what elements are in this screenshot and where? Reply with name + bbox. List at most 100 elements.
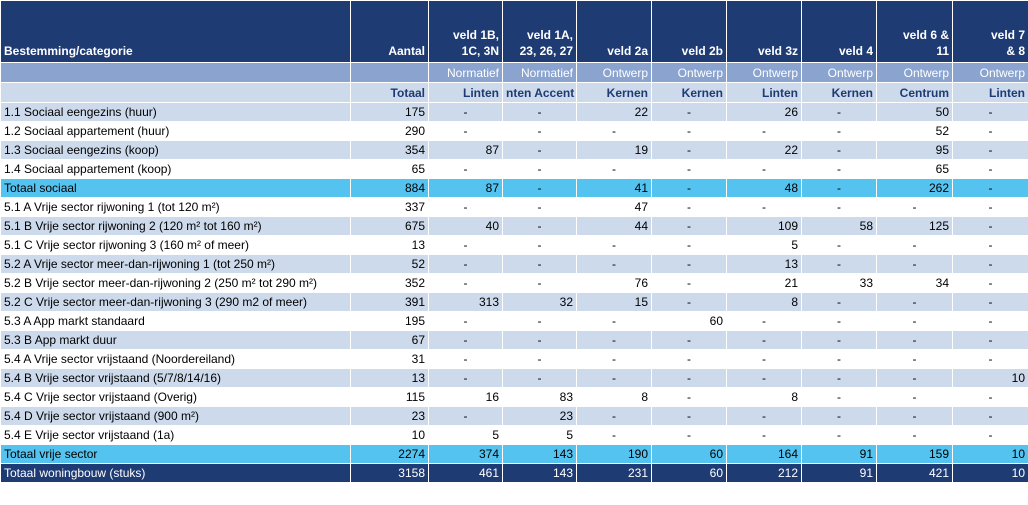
table-cell: - [428,311,503,331]
table-cell: 31 [350,349,429,369]
type-cell: Normatief [502,62,577,83]
table-cell: 231 [576,463,652,483]
table-cell: - [576,159,652,179]
table-cell: 44 [576,216,652,236]
table-cell: - [502,178,577,198]
table-cell: 421 [876,463,953,483]
table-cell: 5 [428,425,503,445]
table-cell: - [876,197,953,217]
table-row: 5.2 A Vrije sector meer-dan-rijwoning 1 … [0,254,1028,274]
table-cell: - [502,368,577,388]
header-column: veld 1A, 23, 26, 27 [502,0,577,63]
table-row: 1.4 Sociaal appartement (koop) 65- - - - - -65… [0,159,1028,179]
table-cell: - [726,330,802,350]
subheader-cell: Totaal [350,82,429,103]
table-cell: - [876,368,953,388]
table-cell: - [952,349,1028,369]
table-cell: - [428,273,503,293]
table-cell: - [502,159,577,179]
table-cell: 10 [952,368,1028,388]
table-cell: 115 [350,387,429,407]
table-cell: 48 [726,178,802,198]
table-cell: - [502,102,577,122]
table-cell: - [428,159,503,179]
table-cell: 195 [350,311,429,331]
table-cell: - [952,292,1028,312]
header-column: veld 6 & 11 [876,0,953,63]
type-cell: Ontwerp [876,62,953,83]
table-cell: - [876,349,953,369]
table-cell: - [651,368,727,388]
table-cell: 175 [350,102,429,122]
table-cell: - [876,387,953,407]
table-cell: 76 [576,273,652,293]
table-cell: - [876,235,953,255]
subheader-cell: Linten [726,82,802,103]
table-row: 5.3 A App markt standaard 195- - -60- - - - [0,311,1028,331]
row-label: Totaal sociaal [0,178,351,198]
subheader-cell: Centrum [876,82,953,103]
table-cell: - [726,368,802,388]
table-cell: 34 [876,273,953,293]
table-cell: 8 [576,387,652,407]
table-cell: - [576,121,652,141]
table-cell: 354 [350,140,429,160]
type-cell [350,62,429,83]
table-cell: 884 [350,178,429,198]
table-cell: 143 [502,463,577,483]
table-cell: - [801,121,877,141]
subheader-cell: Linten [428,82,503,103]
table-cell: - [651,349,727,369]
table-cell: - [651,387,727,407]
row-label: 5.3 B App markt duur [0,330,351,350]
header-column: veld 1B, 1C, 3N [428,0,503,63]
table-cell: - [801,235,877,255]
table-cell: - [576,311,652,331]
table-cell: 352 [350,273,429,293]
row-label: 5.2 B Vrije sector meer-dan-rijwoning 2 … [0,273,351,293]
total-row: Totaal woningbouw (stuks) 3158 461 143 231 60… [0,463,1028,483]
table-cell: 87 [428,178,503,198]
type-row: Normatief Normatief Ontwerp Ontwerp Ontw… [0,62,1028,83]
table-cell: 10 [952,463,1028,483]
table-row: 5.1 A Vrije sector rijwoning 1 (tot 120 … [0,197,1028,217]
table-cell: - [576,368,652,388]
table-cell: 3158 [350,463,429,483]
table-cell: - [801,425,877,445]
subheader-cell: Kernen [576,82,652,103]
table-cell: - [651,406,727,426]
subheader-cell: Kernen [801,82,877,103]
table-cell: - [502,254,577,274]
type-cell: Normatief [428,62,503,83]
table-cell: - [651,197,727,217]
table-cell: - [502,216,577,236]
table-cell: 16 [428,387,503,407]
table-cell: - [952,216,1028,236]
table-cell: 212 [726,463,802,483]
table-cell: - [428,330,503,350]
table-cell: - [952,121,1028,141]
table-cell: - [952,273,1028,293]
table-cell: - [952,406,1028,426]
row-label: Totaal vrije sector [0,444,351,464]
header-column: veld 7 & 8 [952,0,1028,63]
table-cell: - [726,121,802,141]
table-cell: 109 [726,216,802,236]
table-cell: 675 [350,216,429,236]
table-cell: 8 [726,292,802,312]
table-cell: - [952,178,1028,198]
table-cell: - [952,159,1028,179]
table-cell: - [502,121,577,141]
subheader-cell: nten Accent [502,82,577,103]
table-cell: - [502,140,577,160]
table-cell: 47 [576,197,652,217]
row-label: 5.4 A Vrije sector vrijstaand (Noorderei… [0,349,351,369]
table-cell: - [801,197,877,217]
table-cell: - [502,197,577,217]
table-cell: - [801,159,877,179]
table-cell: - [801,102,877,122]
table-cell: 52 [876,121,953,141]
header-row: Bestemming/categorie Aantal veld 1B, 1C,… [0,0,1028,63]
housing-table: Bestemming/categorie Aantal veld 1B, 1C,… [0,0,1028,483]
total-row: Totaal vrije sector 2274 374 143 190 60 164 91 1… [0,444,1028,464]
